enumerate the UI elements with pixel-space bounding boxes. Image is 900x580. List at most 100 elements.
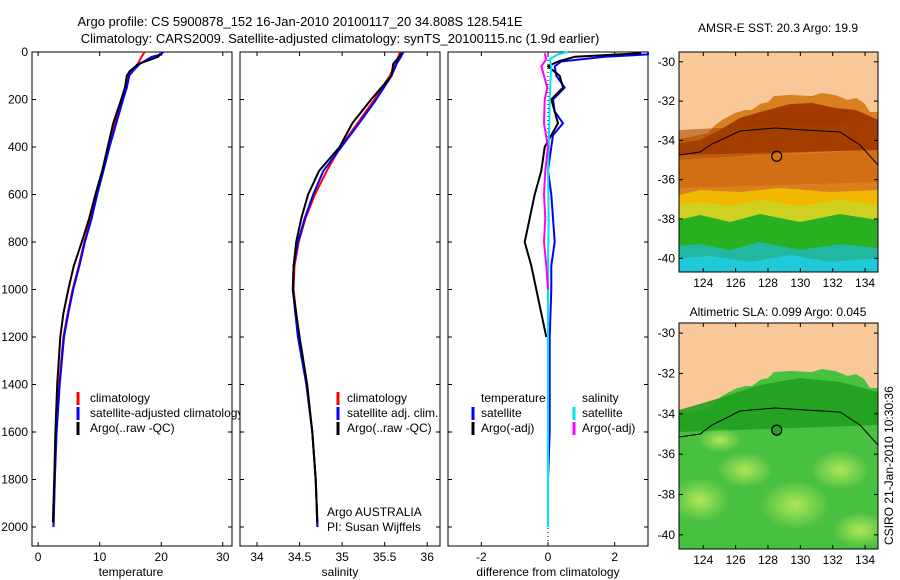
temperature-legend: climatology satellite-adjusted climatolo…: [76, 391, 243, 435]
x-tick-label: 0: [545, 550, 552, 564]
series-line-argo-raw-qc: [51, 52, 162, 523]
legend-label-sal-satellite: satellite: [582, 406, 623, 420]
depth-tick-label: 1200: [1, 330, 28, 344]
sst-latitude-ticks: -30 -32 -34 -36 -38 -40: [658, 55, 878, 265]
depth-tick-label: 1400: [1, 378, 28, 392]
x-tick-label: 34: [250, 550, 264, 564]
sla-map-title: Altimetric SLA: 0.099 Argo: 0.045: [690, 305, 867, 319]
longitude-tick-label: 124: [693, 553, 713, 567]
legend-label-temp-argo: Argo(-adj): [481, 421, 534, 435]
x-tick-label: 35: [335, 550, 349, 564]
latitude-tick-label: -36: [658, 447, 676, 461]
depth-tick-label: 800: [8, 235, 28, 249]
sla-high-blob: [698, 428, 742, 452]
sla-map-frame: [678, 322, 879, 550]
x-tick-label: 36: [421, 550, 435, 564]
timestamp-stamp: CSIRO 21-Jan-2010 10:30:36: [882, 386, 896, 545]
float-pi-annotation: PI: Susan Wijffels: [327, 520, 421, 534]
depth-tick-label: 0: [21, 45, 28, 59]
sst-map: AMSR-E SST: 20.3 Argo: 19.9 124 126 128 130…: [658, 21, 879, 290]
sst-contour-line: [679, 127, 878, 166]
sst-map-frame: [678, 51, 879, 273]
sst-map-field: [679, 52, 878, 272]
legend-label-satellite: satellite adj. clim.: [347, 406, 438, 420]
legend-label-climatology: climatology: [347, 391, 407, 405]
difference-xlabel: difference from climatology: [476, 565, 619, 579]
sst-map-title: AMSR-E SST: 20.3 Argo: 19.9: [698, 21, 858, 35]
salinity-depth-ticks: [240, 51, 440, 528]
series-line-temperature-satellite: [547, 52, 649, 527]
temperature-xlabel: temperature: [99, 565, 164, 579]
x-tick-label: 10: [93, 550, 107, 564]
legend-label-climatology: climatology: [90, 391, 150, 405]
sla-longitude-ticks: 124 126 128 130 132 134: [693, 323, 875, 567]
sla-map-field: [679, 323, 878, 549]
longitude-tick-label: 134: [855, 553, 875, 567]
argo-float-location-marker: [771, 424, 783, 436]
salinity-axis-ticks: 34 34.5 35 35.5 36: [250, 52, 434, 564]
x-tick-label: 35.5: [373, 550, 397, 564]
latitude-tick-label: -38: [658, 488, 676, 502]
legend-label-satellite: satellite-adjusted climatology: [90, 406, 243, 420]
salinity-plot-frame: [239, 51, 441, 547]
longitude-tick-label: 130: [790, 276, 810, 290]
series-line-satellite-adjusted-climatology: [52, 51, 164, 528]
depth-tick-label: 600: [8, 188, 28, 202]
longitude-tick-label: 126: [726, 553, 746, 567]
depth-tick-label: 1000: [1, 283, 28, 297]
longitude-tick-label: 128: [758, 276, 778, 290]
x-tick-label: -2: [476, 550, 487, 564]
series-line-salinity-argo-adj: [540, 52, 549, 290]
legend-heading-temperature: temperature: [481, 391, 546, 405]
longitude-tick-label: 132: [823, 276, 843, 290]
float-owner-annotation: Argo AUSTRALIA: [327, 505, 422, 519]
temperature-plot-frame: [31, 51, 233, 547]
legend-label-sal-argo: Argo(-adj): [582, 421, 635, 435]
legend-label-argo: Argo(..raw -QC): [90, 421, 175, 435]
temperature-panel: 0 200 400 600 800 1000 1200 1400 1600 1800 2000 0 1…: [1, 45, 243, 579]
longitude-tick-label: 132: [823, 553, 843, 567]
legend-heading-salinity: salinity: [582, 391, 619, 405]
latitude-tick-label: -30: [658, 55, 676, 69]
figure-title-line1: Argo profile: CS 5900878_152 16-Jan-2010…: [77, 14, 522, 29]
sla-latitude-ticks: -30 -32 -34 -36 -38 -40: [658, 326, 878, 542]
salinity-series: [291, 51, 405, 528]
legend-label-argo: Argo(..raw -QC): [347, 421, 432, 435]
sst-cyan-band: [679, 255, 878, 272]
sst-warm-band: [679, 120, 878, 160]
salinity-panel: 34 34.5 35 35.5 36 salinity climatology sate…: [239, 51, 441, 579]
sla-high-blob: [810, 450, 870, 490]
depth-axis-ticks: 0 200 400 600 800 1000 1200 1400 1600 1800 2000: [1, 45, 232, 534]
x-tick-label: 0: [35, 550, 42, 564]
series-line-argo-raw-qc: [291, 52, 403, 523]
difference-depth-ticks: [448, 51, 648, 528]
sst-mid-band: [679, 150, 878, 188]
sla-map: Altimetric SLA: 0.099 Argo: 0.045 124 126…: [658, 305, 879, 567]
latitude-tick-label: -32: [658, 366, 676, 380]
longitude-tick-label: 134: [855, 276, 875, 290]
latitude-tick-label: -34: [658, 407, 676, 421]
sla-high-blob: [717, 452, 773, 488]
depth-tick-label: 1800: [1, 473, 28, 487]
depth-tick-label: 200: [8, 93, 28, 107]
difference-legend: temperature satellite Argo(-adj) salinit…: [471, 391, 635, 435]
depth-tick-label: 2000: [1, 520, 28, 534]
longitude-tick-label: 126: [726, 276, 746, 290]
latitude-tick-label: -36: [658, 173, 676, 187]
salinity-xlabel: salinity: [322, 565, 359, 579]
temperature-series: [51, 51, 164, 528]
sla-high-blob: [760, 480, 830, 530]
latitude-tick-label: -38: [658, 212, 676, 226]
latitude-tick-label: -34: [658, 133, 676, 147]
sst-longitude-ticks: 124 126 128 130 132 134: [693, 52, 875, 290]
x-tick-label: 20: [155, 550, 169, 564]
figure-title-line2: Climatology: CARS2009. Satellite-adjuste…: [81, 31, 600, 46]
depth-tick-label: 400: [8, 140, 28, 154]
x-tick-label: 34.5: [288, 550, 312, 564]
salinity-legend: climatology satellite adj. clim. Argo(..…: [336, 391, 438, 435]
argo-float-location-marker: [771, 150, 783, 162]
longitude-tick-label: 124: [693, 276, 713, 290]
x-tick-label: 30: [216, 550, 230, 564]
difference-panel: -2 0 2 difference from climatology tempera…: [447, 51, 649, 579]
